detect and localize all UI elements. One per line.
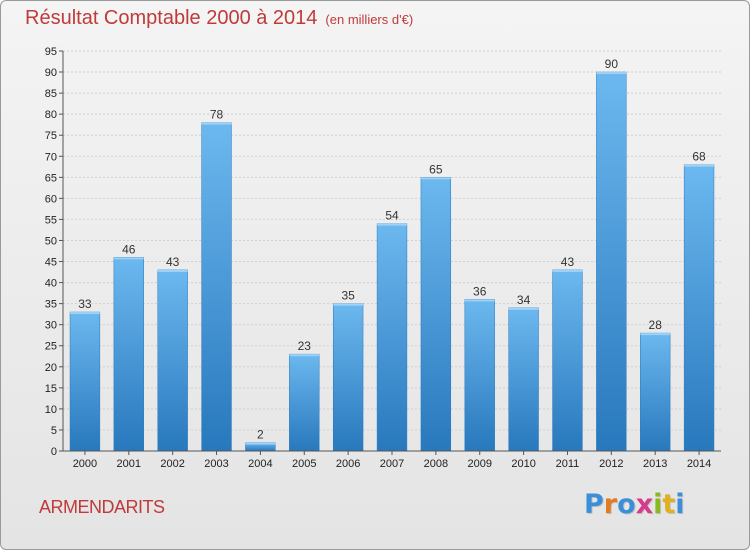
bar-highlight	[464, 299, 495, 302]
bar	[552, 269, 583, 452]
bar	[157, 269, 188, 452]
x-tick-label: 2002	[160, 458, 184, 470]
bar-value-label: 34	[517, 293, 531, 307]
y-tick-label: 55	[45, 214, 57, 226]
bar-highlight	[201, 122, 232, 125]
bar	[640, 332, 671, 452]
logo-letter: x	[635, 489, 654, 520]
bar-highlight	[289, 354, 320, 357]
bar-value-label: 90	[605, 57, 619, 71]
x-tick-label: 2001	[117, 458, 141, 470]
bar-highlight	[552, 269, 583, 272]
x-tick-label: 2008	[424, 458, 448, 470]
x-tick-label: 2012	[599, 458, 623, 470]
y-tick-label: 40	[45, 278, 57, 290]
y-tick-label: 80	[45, 109, 57, 121]
bar-highlight	[113, 257, 144, 260]
proxiti-logo: Proxiti	[584, 489, 685, 520]
bar	[420, 177, 452, 452]
bar-value-label: 43	[166, 255, 180, 269]
bar-value-label: 54	[385, 209, 399, 223]
y-tick-label: 15	[45, 383, 57, 395]
bar	[289, 353, 320, 452]
bar	[113, 257, 144, 452]
y-tick-label: 35	[45, 299, 57, 311]
bar-value-label: 68	[692, 150, 706, 164]
bar-value-label: 36	[473, 284, 487, 298]
y-tick-label: 60	[45, 193, 57, 205]
x-tick-label: 2013	[643, 458, 667, 470]
bar-highlight	[157, 269, 188, 272]
bar-highlight	[640, 333, 671, 336]
bar-value-label: 33	[78, 297, 92, 311]
bar-highlight	[596, 72, 627, 75]
logo-letter: r	[603, 489, 618, 520]
x-tick-label: 2006	[336, 458, 360, 470]
x-tick-label: 2014	[687, 458, 711, 470]
x-tick-label: 2004	[248, 458, 272, 470]
y-tick-label: 50	[45, 235, 57, 247]
bar-value-label: 2	[257, 428, 264, 442]
y-tick-label: 25	[45, 341, 57, 353]
bar-value-label: 28	[649, 318, 663, 332]
x-tick-label: 2009	[467, 458, 491, 470]
bar	[69, 311, 101, 452]
y-tick-label: 95	[45, 46, 57, 58]
bar-highlight	[684, 164, 714, 167]
bar-highlight	[70, 312, 100, 315]
x-tick-label: 2010	[511, 458, 535, 470]
x-tick-label: 2003	[204, 458, 228, 470]
y-tick-label: 85	[45, 88, 57, 100]
bar-value-label: 23	[298, 339, 312, 353]
x-tick-label: 2011	[556, 458, 580, 470]
x-tick-label: 2005	[292, 458, 316, 470]
y-tick-label: 10	[45, 404, 57, 416]
axis-layer: 0 5 10 15 20 25 30 35 40 45 50 55 60 65 70 75 80 85 90 95 20…	[45, 46, 721, 470]
y-tick-label: 70	[45, 151, 57, 163]
logo-letter: i	[653, 489, 663, 520]
y-tick-label: 30	[45, 320, 57, 332]
bar-layer: 33 46 43 78 2 23 35 54 65 36 34 43 90 28 68	[69, 57, 715, 452]
commune-name: ARMENDARITS	[39, 497, 165, 517]
bar	[376, 223, 408, 452]
y-tick-label: 0	[51, 446, 57, 458]
bar-value-label: 43	[561, 255, 575, 269]
x-tick-label: 2000	[73, 458, 97, 470]
bar-highlight	[377, 223, 407, 226]
chart-title: Résultat Comptable 2000 à 2014 (en millie…	[25, 7, 413, 30]
chart-subtitle: (en milliers d'€)	[325, 12, 414, 27]
bar	[201, 122, 232, 452]
y-tick-label: 65	[45, 172, 57, 184]
logo-letter: i	[675, 489, 685, 520]
bar	[596, 71, 627, 452]
y-tick-label: 90	[45, 67, 57, 79]
bar-highlight	[333, 303, 364, 306]
bar	[683, 164, 715, 452]
bar-highlight	[245, 442, 276, 445]
bar	[508, 307, 539, 452]
bar-value-label: 78	[210, 108, 224, 122]
x-tick-label: 2007	[380, 458, 404, 470]
bar-value-label: 65	[429, 162, 443, 176]
bar-highlight	[420, 177, 451, 180]
bar-value-label: 46	[122, 242, 136, 256]
y-tick-label: 45	[45, 257, 57, 269]
y-tick-label: 5	[51, 425, 57, 437]
logo-letter: t	[662, 489, 676, 520]
bar-value-label: 35	[341, 289, 355, 303]
y-tick-label: 20	[45, 362, 57, 374]
logo-letter: o	[617, 489, 636, 520]
chart-title-text: Résultat Comptable 2000 à 2014	[25, 7, 318, 29]
bar	[464, 299, 495, 452]
y-tick-label: 75	[45, 130, 57, 142]
logo-letter: P	[584, 489, 604, 520]
bar	[332, 303, 364, 452]
bar-highlight	[508, 307, 539, 310]
